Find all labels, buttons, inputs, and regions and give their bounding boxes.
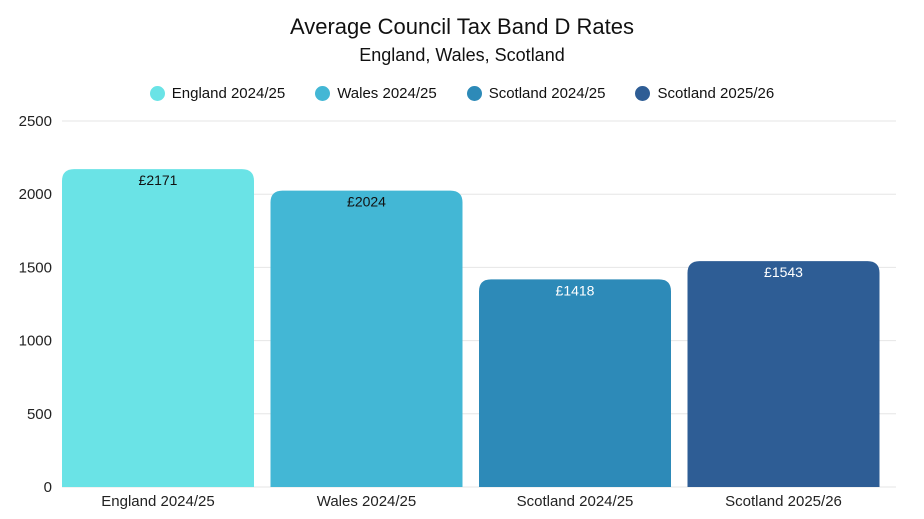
bar	[270, 190, 463, 487]
legend-label: Scotland 2025/26	[657, 85, 775, 102]
bar	[62, 169, 254, 488]
data-label: £1418	[556, 282, 595, 298]
legend: England 2024/25 Wales 2024/25 Scotland 2…	[0, 85, 924, 102]
x-tick-label: England 2024/25	[101, 493, 214, 510]
legend-item: England 2024/25	[149, 85, 286, 102]
x-tick-label: Scotland 2024/25	[517, 493, 634, 510]
bar	[687, 261, 880, 487]
legend-label: Wales 2024/25	[337, 85, 437, 102]
x-tick-label: Wales 2024/25	[317, 493, 417, 510]
y-tick-label: 1000	[19, 333, 52, 350]
bar	[479, 279, 671, 487]
y-tick-label: 2000	[19, 186, 52, 203]
legend-label: Scotland 2024/25	[488, 85, 606, 102]
data-label: £2171	[139, 172, 178, 188]
legend-item: Scotland 2025/26	[635, 85, 774, 102]
y-tick-label: 500	[27, 406, 52, 423]
y-tick-label: 2500	[19, 113, 52, 130]
x-tick-label: Scotland 2025/26	[725, 493, 842, 510]
legend-label: England 2024/25	[171, 85, 286, 102]
chart-subtitle: England, Wales, Scotland	[359, 45, 565, 65]
data-label: £1543	[764, 264, 803, 280]
y-tick-label: 1500	[19, 259, 52, 276]
y-tick-label: 0	[44, 479, 52, 496]
legend-swatch	[149, 86, 165, 101]
data-label: £2024	[347, 194, 386, 210]
chart-title: Average Council Tax Band D Rates	[289, 14, 635, 39]
legend-item: Scotland 2024/25	[466, 85, 606, 102]
legend-swatch	[466, 86, 482, 101]
legend-swatch	[315, 86, 331, 101]
legend-swatch	[635, 86, 651, 101]
legend-item: Wales 2024/25	[315, 85, 437, 102]
